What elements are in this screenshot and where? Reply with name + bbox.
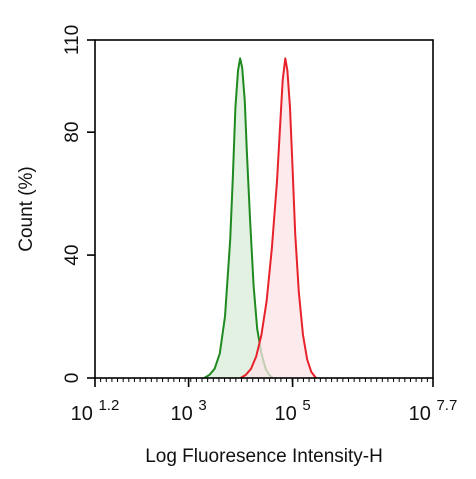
y-tick-label: 110	[62, 25, 83, 55]
x-axis-label: Log Fluoresence Intensity-H	[145, 446, 383, 467]
x-tick-exponent: 7.7	[436, 397, 457, 414]
y-tick-label: 0	[62, 373, 83, 384]
x-tick-label: 10 1.2	[71, 397, 120, 425]
y-tick-label: 40	[62, 245, 83, 266]
x-tick-base: 10	[71, 403, 99, 425]
series-2-line	[240, 57, 317, 379]
x-tick-base: 10	[275, 403, 303, 425]
x-tick-exponent: 1.2	[98, 397, 119, 414]
series-2-area	[240, 58, 316, 379]
x-tick-base: 10	[171, 403, 199, 425]
series-1-area	[204, 58, 273, 379]
y-axis-label: Count (%)	[16, 166, 37, 252]
x-tick-base: 10	[409, 403, 437, 425]
x-tick-label: 10 7.7	[409, 397, 458, 425]
y-tick-label: 80	[62, 122, 83, 143]
y-axis-ticks: 0 40 80 110	[62, 25, 95, 383]
x-tick-exponent: 5	[302, 397, 310, 414]
x-tick-label: 10 5	[275, 397, 311, 425]
x-minor-ticks	[94, 378, 434, 382]
x-axis-ticks: 10 1.2 10 3 10 5 10 7.7	[71, 378, 458, 425]
x-tick-label: 10 3	[171, 397, 207, 425]
series-layer	[203, 57, 317, 379]
x-tick-exponent: 3	[198, 397, 206, 414]
